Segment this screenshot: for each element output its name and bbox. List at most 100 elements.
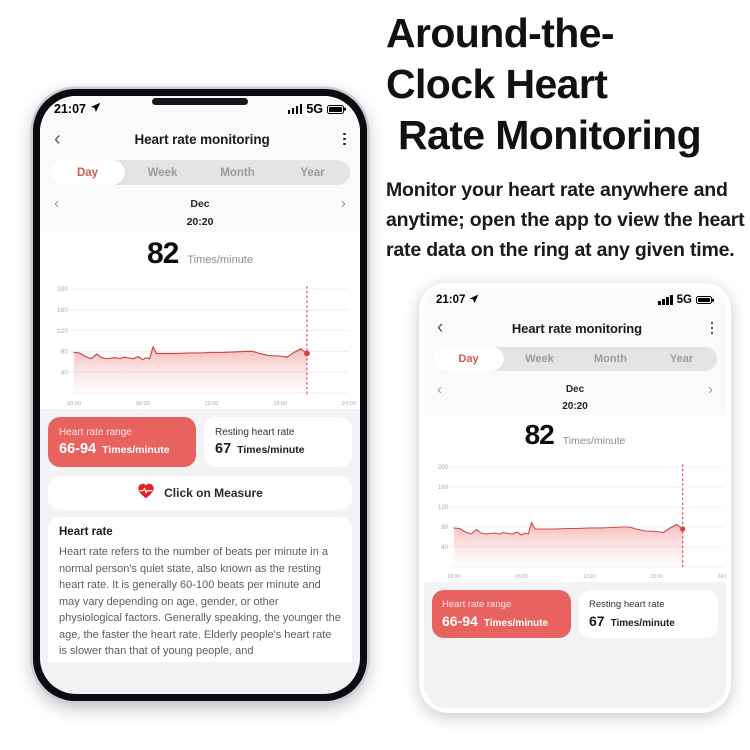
date-label: Dec: [190, 198, 210, 210]
card-range-value-row: 66-94 Times/minute: [59, 441, 185, 457]
card-resting-unit: Times/minute: [237, 444, 305, 456]
date-prev-button[interactable]: ‹: [54, 195, 60, 212]
phone-screen-primary: 21:07 5G ‹ Heart rate monitoring: [40, 96, 360, 694]
signal-bars-icon: [658, 295, 673, 305]
svg-text:00:00: 00:00: [67, 401, 81, 407]
tab-year[interactable]: Year: [669, 353, 694, 365]
svg-text:18:00: 18:00: [650, 574, 663, 580]
svg-text:40: 40: [61, 369, 69, 376]
heart-pulse-icon: [137, 483, 155, 504]
promo-block: Around-the- Clock Heart Rate Monitoring …: [386, 8, 746, 265]
svg-text:12:00: 12:00: [205, 401, 219, 407]
reading-time: 20:20: [40, 216, 360, 232]
measure-label: Click on Measure: [164, 486, 263, 500]
card-resting-value-row: 67 Times/minute: [215, 441, 341, 457]
summary-cards-secondary: Heart rate range 66-94 Times/minute Rest…: [424, 582, 726, 648]
card-heart-rate-range[interactable]: Heart rate range 66-94 Times/minute: [432, 590, 571, 638]
status-left: 21:07: [54, 102, 101, 116]
phone-screen-secondary: 21:07 5G ‹ Heart rate monitoring: [424, 288, 726, 708]
bpm-value-secondary: 82: [524, 419, 555, 450]
card-resting-unit: Times/minute: [610, 618, 675, 629]
promo-title: Around-the- Clock Heart Rate Monitoring: [386, 8, 746, 161]
date-next-button[interactable]: ›: [707, 381, 713, 398]
tab-day[interactable]: Day: [433, 347, 504, 371]
card-resting-value: 67: [589, 613, 605, 629]
card-resting-heart-rate[interactable]: Resting heart rate 67 Times/minute: [579, 590, 718, 638]
bpm-readout: 82 Times/minute: [40, 232, 360, 280]
article-body: Heart rate refers to the number of beats…: [59, 546, 341, 657]
date-navigator-secondary: ‹ Dec ›: [424, 378, 726, 401]
more-vertical-icon[interactable]: [343, 131, 346, 147]
card-resting-heart-rate[interactable]: Resting heart rate 67 Times/minute: [204, 417, 352, 467]
chart-canvas: 200 160 120 80 40 00:00 06:00 12:00 18:00 24:00: [57, 286, 356, 407]
battery-full-icon: [696, 295, 712, 305]
status-time-secondary: 21:07: [436, 294, 466, 306]
tab-week[interactable]: Week: [147, 166, 178, 179]
phone-mockup-secondary: 21:07 5G ‹ Heart rate monitoring: [419, 283, 731, 713]
svg-text:160: 160: [438, 485, 449, 491]
measure-button[interactable]: Click on Measure: [48, 476, 352, 510]
card-range-value-row: 66-94 Times/minute: [442, 613, 561, 629]
svg-text:06:00: 06:00: [515, 574, 528, 580]
svg-text:200: 200: [438, 465, 449, 471]
signal-bars-icon: [287, 104, 303, 114]
period-tab-bar-secondary: Day Week Month Year: [433, 347, 717, 371]
phone-mockup-primary: 21:07 5G ‹ Heart rate monitoring: [33, 89, 367, 701]
svg-text:120: 120: [438, 505, 449, 511]
bpm-value: 82: [147, 237, 179, 270]
tab-day[interactable]: Day: [50, 160, 125, 185]
svg-text:200: 200: [57, 286, 68, 293]
location-arrow-icon: [469, 294, 479, 307]
article-section: Heart rate Heart rate refers to the numb…: [48, 517, 352, 662]
promo-title-line-3: Rate Monitoring: [398, 112, 702, 158]
date-next-button[interactable]: ›: [340, 195, 346, 212]
bpm-unit: Times/minute: [187, 254, 253, 266]
status-right-secondary: 5G: [658, 294, 712, 306]
back-button[interactable]: ‹: [54, 127, 61, 150]
back-button[interactable]: ‹: [437, 317, 444, 338]
summary-cards: Heart rate range 66-94 Times/minute Rest…: [40, 409, 360, 473]
svg-text:80: 80: [61, 349, 69, 356]
tab-bar-wrap-secondary: Day Week Month Year: [424, 344, 726, 378]
date-navigator: ‹ Dec ›: [40, 192, 360, 216]
promo-body: Monitor your heart rate anywhere and any…: [386, 179, 745, 261]
chart-canvas-secondary: 200 160 120 80 40 00:00 06:00 12:00 18:00 24:00: [438, 464, 726, 580]
card-range-title: Heart rate range: [442, 599, 512, 610]
card-range-value: 66-94: [59, 441, 97, 457]
status-right: 5G: [287, 102, 344, 116]
card-resting-title: Resting heart rate: [215, 427, 295, 438]
svg-text:24:00: 24:00: [718, 574, 726, 580]
card-range-title: Heart rate range: [59, 427, 132, 438]
app-background-secondary: 21:07 5G ‹ Heart rate monitoring: [424, 288, 726, 708]
svg-text:00:00: 00:00: [448, 574, 461, 580]
tab-month[interactable]: Month: [594, 353, 627, 365]
promo-title-line-1: Around-the-: [386, 10, 615, 56]
svg-text:80: 80: [441, 525, 448, 531]
svg-text:40: 40: [441, 545, 448, 551]
battery-full-icon: [327, 104, 344, 114]
bpm-unit-secondary: Times/minute: [562, 435, 626, 447]
tab-month[interactable]: Month: [220, 166, 255, 179]
card-heart-rate-range[interactable]: Heart rate range 66-94 Times/minute: [48, 417, 196, 467]
svg-text:18:00: 18:00: [273, 401, 287, 407]
tab-week[interactable]: Week: [525, 353, 554, 365]
svg-text:24:00: 24:00: [342, 401, 356, 407]
heart-rate-chart-secondary[interactable]: 200 160 120 80 40 00:00 06:00 12:00 18:00 24:00: [424, 459, 726, 582]
article-heading: Heart rate: [59, 526, 113, 538]
app-navbar-secondary: ‹ Heart rate monitoring: [424, 312, 726, 344]
tab-year[interactable]: Year: [300, 166, 325, 179]
period-tab-bar: Day Week Month Year: [50, 160, 350, 185]
date-prev-button[interactable]: ‹: [437, 381, 442, 398]
reading-time-secondary: 20:20: [424, 401, 726, 415]
page-title-secondary: Heart rate monitoring: [511, 320, 642, 336]
more-vertical-icon[interactable]: [710, 321, 713, 336]
heart-rate-chart[interactable]: 200 160 120 80 40 00:00 06:00 12:00 18:00 24:00: [40, 280, 360, 409]
status-time: 21:07: [54, 102, 86, 116]
card-range-unit: Times/minute: [483, 618, 549, 629]
card-resting-value: 67: [215, 441, 232, 457]
card-range-unit: Times/minute: [102, 444, 170, 456]
date-label-secondary: Dec: [565, 384, 585, 395]
dynamic-island: [152, 98, 248, 105]
app-background: 21:07 5G ‹ Heart rate monitoring: [40, 96, 360, 694]
status-bar-secondary: 21:07 5G: [424, 288, 726, 312]
